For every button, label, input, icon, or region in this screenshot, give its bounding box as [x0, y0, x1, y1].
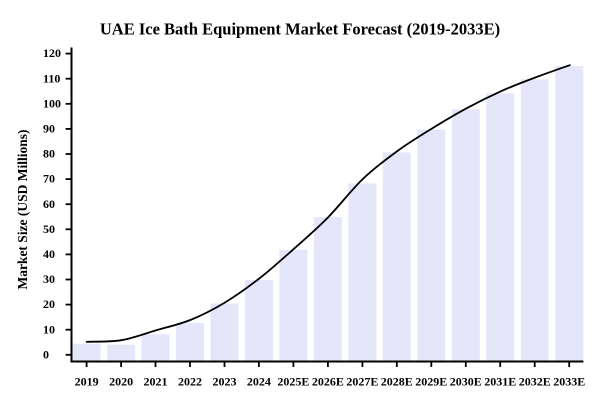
svg-text:90: 90 [43, 122, 55, 136]
svg-text:2028E: 2028E [381, 375, 413, 389]
svg-text:2019: 2019 [75, 375, 99, 389]
svg-text:60: 60 [43, 197, 55, 211]
svg-text:2024: 2024 [247, 375, 271, 389]
svg-text:2022: 2022 [178, 375, 202, 389]
svg-text:2032E: 2032E [519, 375, 551, 389]
svg-text:40: 40 [43, 247, 55, 261]
svg-text:100: 100 [43, 96, 61, 110]
svg-text:2030E: 2030E [450, 375, 482, 389]
svg-text:80: 80 [43, 147, 55, 161]
svg-text:0: 0 [43, 347, 49, 361]
svg-text:110: 110 [43, 71, 60, 85]
svg-text:2020: 2020 [109, 375, 133, 389]
svg-text:2029E: 2029E [415, 375, 447, 389]
svg-text:10: 10 [43, 322, 55, 336]
svg-text:50: 50 [43, 222, 55, 236]
svg-text:2031E: 2031E [484, 375, 516, 389]
svg-text:70: 70 [43, 172, 55, 186]
svg-text:Market Size (USD Millions): Market Size (USD Millions) [15, 129, 30, 289]
svg-text:30: 30 [43, 272, 55, 286]
svg-text:2021: 2021 [144, 375, 168, 389]
svg-text:2025E: 2025E [277, 375, 309, 389]
svg-text:UAE Ice Bath Equipment Market: UAE Ice Bath Equipment Market Forecast (… [100, 20, 500, 39]
svg-text:2027E: 2027E [346, 375, 378, 389]
svg-text:20: 20 [43, 297, 55, 311]
svg-text:2026E: 2026E [312, 375, 344, 389]
svg-text:120: 120 [43, 46, 61, 60]
svg-text:2033E: 2033E [553, 375, 585, 389]
svg-text:2023: 2023 [213, 375, 237, 389]
